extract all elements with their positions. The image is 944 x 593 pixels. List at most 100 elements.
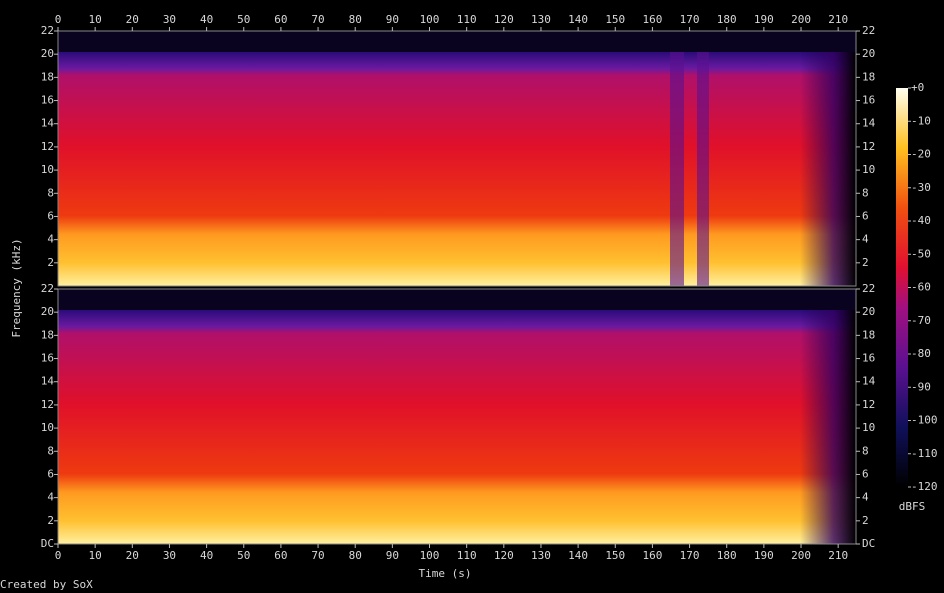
y-tick-label: 14 [41,375,55,388]
plot-frame [57,288,857,545]
y-tick-label: 6 [862,209,869,222]
x-tick-label: 90 [386,549,399,562]
spectrogram-image [58,31,856,544]
y-tick-label: DC [41,537,54,550]
y-tick-label: 2 [862,256,869,269]
y-tick-label: 22 [41,282,54,295]
x-tick-label: 100 [420,549,440,562]
plot-frame [57,30,857,287]
colorbar-tick-label: -50 [911,247,931,260]
colorbar [896,88,908,487]
x-tick-label: 150 [605,549,625,562]
x-tick-label: 10 [89,13,102,26]
colorbar-tick-label: -100 [911,414,938,427]
y-tick-label: 20 [41,47,54,60]
y-tick-label: 14 [862,117,876,130]
colorbar-tick-label: -30 [911,181,931,194]
x-tick-label: 130 [531,13,551,26]
x-tick-label: 200 [791,13,811,26]
y-tick-label: 6 [47,209,54,222]
y-tick-label: 2 [862,514,869,527]
y-tick-label: 6 [47,467,54,480]
y-tick-label: 2 [47,256,54,269]
x-tick-label: 20 [126,13,139,26]
y-tick-label: 16 [862,94,875,107]
x-tick-label: 80 [349,549,362,562]
y-tick-label: 12 [862,140,875,153]
x-tick-label: 140 [568,549,588,562]
x-tick-label: 30 [163,549,176,562]
x-tick-label: 50 [237,549,250,562]
x-tick-label: 60 [274,549,287,562]
x-tick-label: 110 [457,549,477,562]
x-tick-label: 100 [420,13,440,26]
y-tick-label: 4 [47,233,54,246]
y-tick-label: 16 [41,352,54,365]
colorbar-tick-label: -110 [911,447,938,460]
x-tick-label: 190 [754,549,774,562]
y-tick-label: 22 [41,24,54,37]
y-tick-label: 10 [862,163,875,176]
y-tick-label: 16 [41,94,54,107]
x-tick-label: 120 [494,549,514,562]
colorbar-tick-label: -120 [911,480,938,493]
x-tick-label: 130 [531,549,551,562]
x-tick-label: 210 [828,13,848,26]
y-tick-label: 10 [41,163,54,176]
x-tick-label: 170 [680,13,700,26]
x-tick-label: 170 [680,549,700,562]
y-tick-label: 8 [47,444,54,457]
y-tick-label: 8 [862,444,869,457]
x-tick-label: 60 [274,13,287,26]
colorbar-tick-label: -90 [911,380,931,393]
x-tick-label: 180 [717,13,737,26]
y-axis-label: Frequency (kHz) [10,238,23,337]
colorbar-tick-label: -60 [911,281,931,294]
y-tick-label: 4 [47,491,54,504]
x-tick-label: 50 [237,13,250,26]
x-tick-label: 120 [494,13,514,26]
y-tick-label: 20 [41,305,54,318]
y-tick-label: 18 [862,70,875,83]
y-tick-label: 22 [862,282,875,295]
y-tick-label: 20 [862,47,875,60]
x-tick-label: 80 [349,13,362,26]
x-tick-label: 40 [200,13,213,26]
x-tick-label: 20 [126,549,139,562]
x-tick-label: 0 [55,13,62,26]
x-tick-label: 30 [163,13,176,26]
y-tick-label: DC [862,537,875,550]
x-tick-label: 90 [386,13,399,26]
y-tick-label: 10 [862,421,875,434]
y-tick-label: 20 [862,305,875,318]
y-tick-label: 4 [862,233,869,246]
y-tick-label: 16 [862,352,875,365]
y-tick-label: 4 [862,491,869,504]
x-tick-label: 190 [754,13,774,26]
x-tick-label: 150 [605,13,625,26]
y-tick-label: 2 [47,514,54,527]
x-tick-label: 210 [828,549,848,562]
y-tick-label: 14 [862,375,876,388]
y-tick-label: 22 [862,24,875,37]
y-tick-label: 12 [862,398,875,411]
x-tick-label: 40 [200,549,213,562]
colorbar-tick-label: -10 [911,114,931,127]
x-tick-label: 110 [457,13,477,26]
colorbar-tick-label: +0 [911,81,924,94]
y-tick-label: 12 [41,398,54,411]
x-tick-label: 0 [55,549,62,562]
x-tick-label: 180 [717,549,737,562]
y-tick-label: 10 [41,421,54,434]
x-axis-label: Time (s) [419,567,472,580]
y-tick-label: 6 [862,467,869,480]
x-tick-label: 200 [791,549,811,562]
y-tick-label: 14 [41,117,55,130]
y-tick-label: 18 [862,328,875,341]
colorbar-tick-label: -20 [911,148,931,161]
y-tick-label: 8 [862,186,869,199]
x-tick-label: 10 [89,549,102,562]
x-tick-label: 140 [568,13,588,26]
colorbar-tick-label: -40 [911,214,931,227]
